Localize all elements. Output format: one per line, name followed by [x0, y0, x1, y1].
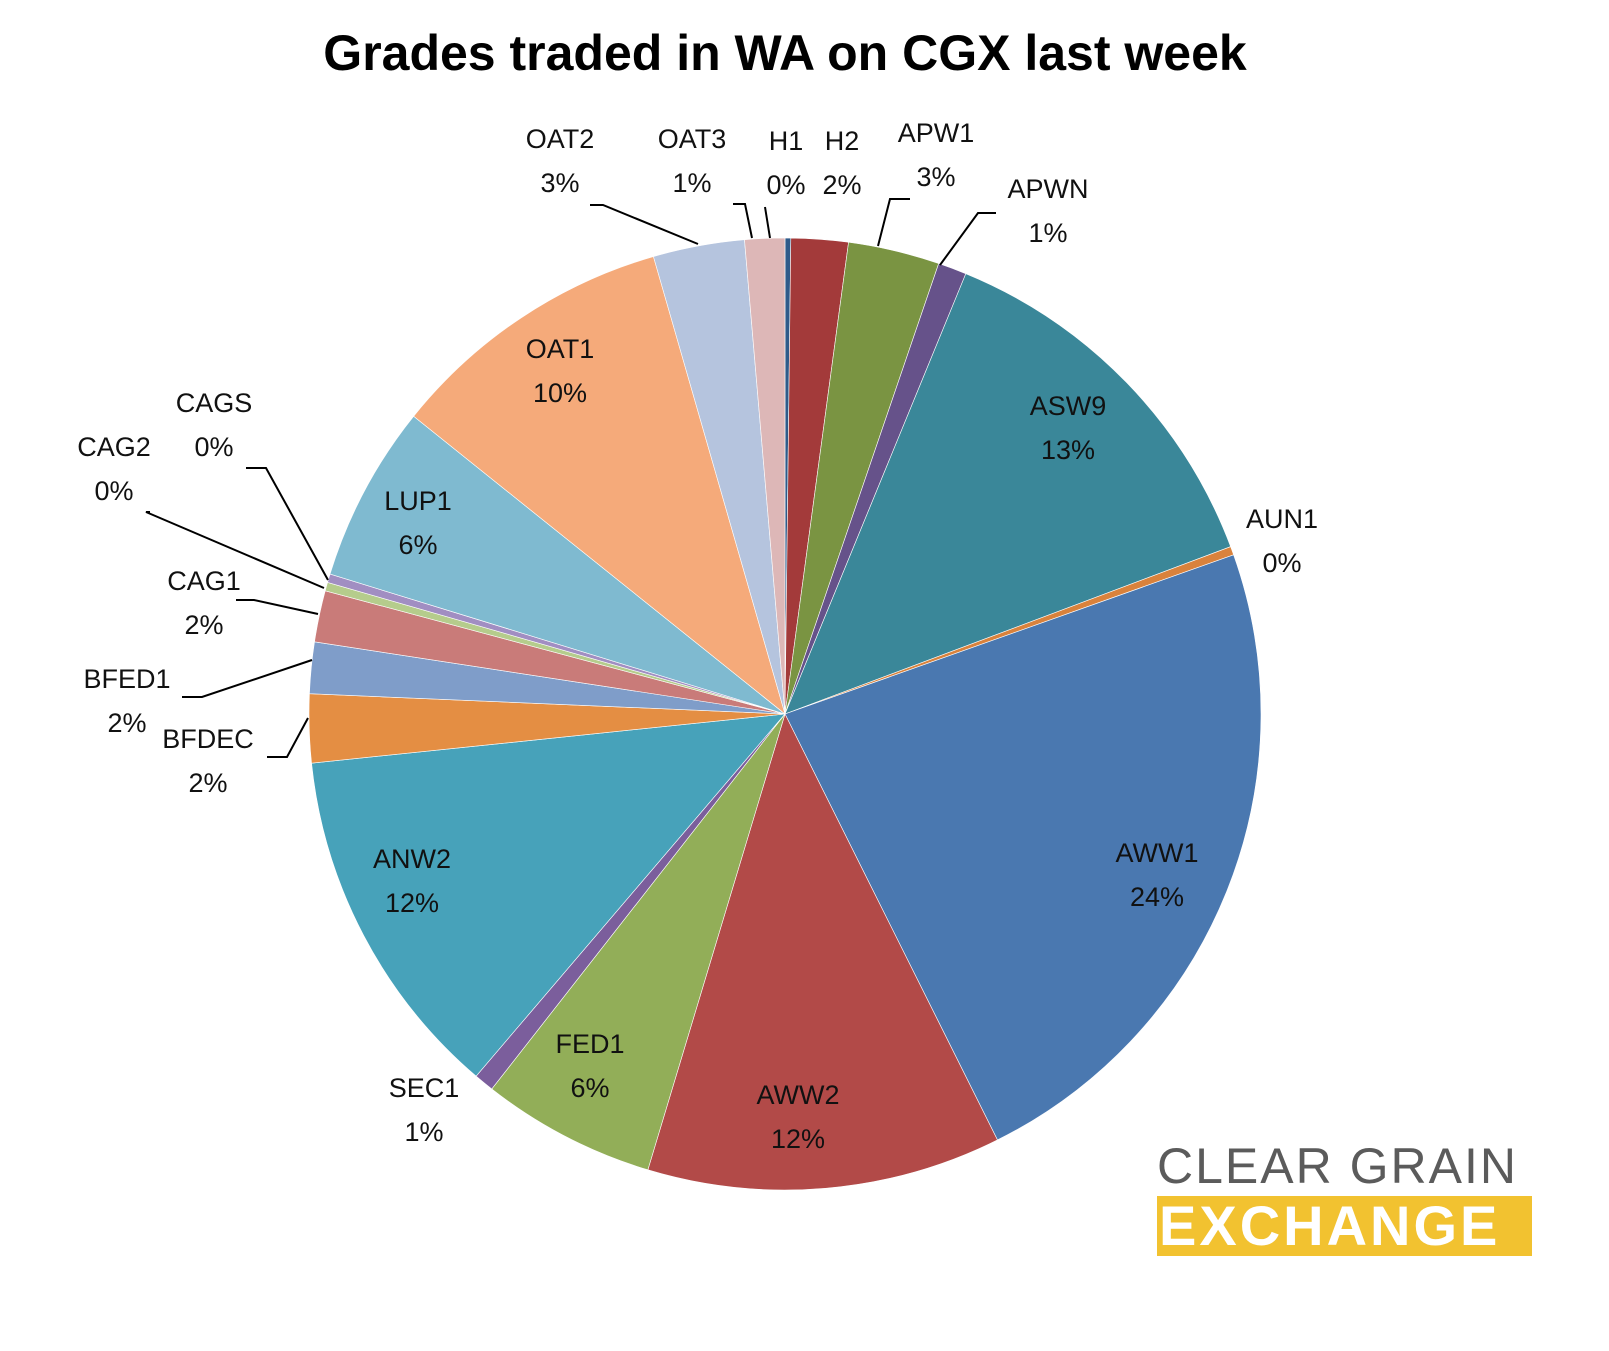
- slice-percent-sec1: 1%: [404, 1117, 443, 1147]
- pie-slice-oat3: [744, 237, 786, 715]
- slice-percent-oat2: 3%: [540, 168, 579, 198]
- slice-label-fed1: FED1: [555, 1029, 624, 1059]
- slice-percent-oat3: 1%: [672, 168, 711, 198]
- slice-percent-h1: 0%: [766, 170, 805, 200]
- slice-percent-aww2: 12%: [771, 1124, 825, 1154]
- slice-percent-anw2: 12%: [385, 888, 439, 918]
- leader-line-oat2: [590, 204, 699, 245]
- slice-percent-lup1: 6%: [398, 530, 437, 560]
- slice-label-apwn: APWN: [1008, 174, 1089, 204]
- slice-percent-cag2: 0%: [94, 476, 133, 506]
- leader-line-cag2: [145, 511, 325, 589]
- pie-slice-oat1: [413, 256, 786, 715]
- slice-percent-apw1: 3%: [916, 162, 955, 192]
- leader-line-apwn: [939, 212, 996, 266]
- leader-line-cags: [246, 467, 329, 581]
- pie-slice-asw9: [784, 273, 1232, 715]
- slice-percent-aww1: 24%: [1130, 882, 1184, 912]
- slice-percent-bfdec: 2%: [188, 768, 227, 798]
- slice-percent-bfed1: 2%: [107, 708, 146, 738]
- pie-slice-aww1: [784, 554, 1262, 1141]
- slice-percent-cags: 0%: [194, 432, 233, 462]
- slice-label-cag1: CAG1: [167, 566, 241, 596]
- slice-label-sec1: SEC1: [389, 1073, 460, 1103]
- leader-line-bfed1: [182, 659, 313, 698]
- slice-label-apw1: APW1: [898, 118, 975, 148]
- slice-label-oat2: OAT2: [526, 124, 595, 154]
- logo-line-2: EXCHANGE: [1157, 1196, 1532, 1256]
- slice-label-oat3: OAT3: [658, 124, 727, 154]
- slice-label-cags: CAGS: [176, 388, 253, 418]
- slice-label-aun1: AUN1: [1246, 504, 1318, 534]
- slice-percent-cag1: 2%: [184, 610, 223, 640]
- slice-label-anw2: ANW2: [373, 844, 451, 874]
- pie-slice-lup1: [329, 415, 786, 715]
- pie-slice-fed1: [491, 713, 786, 1171]
- slice-labels: H1 0% H2 2% APW1 3% APWN 1% ASW9 13% AUN1 0% AWW1 24%…: [77, 118, 1318, 1154]
- slice-label-h2: H2: [825, 126, 860, 156]
- slice-percent-asw9: 13%: [1041, 435, 1095, 465]
- slice-label-oat1: OAT1: [526, 334, 595, 364]
- leader-line-oat3: [733, 203, 753, 239]
- slice-label-h1: H1: [769, 126, 804, 156]
- leader-lines: [145, 198, 996, 758]
- clear-grain-exchange-logo: CLEAR GRAIN EXCHANGE: [1157, 1140, 1532, 1256]
- slice-label-bfdec: BFDEC: [162, 724, 254, 754]
- slice-percent-apwn: 1%: [1028, 218, 1067, 248]
- slice-percent-oat1: 10%: [533, 378, 587, 408]
- slice-label-aww1: AWW1: [1116, 838, 1199, 868]
- leader-line-h1: [764, 206, 771, 239]
- slice-percent-h2: 2%: [822, 170, 861, 200]
- slice-percent-aun1: 0%: [1262, 548, 1301, 578]
- slice-label-bfed1: BFED1: [83, 664, 170, 694]
- pie-slice-anw2: [311, 713, 786, 1077]
- leader-line-bfdec: [267, 717, 309, 758]
- slice-label-lup1: LUP1: [384, 486, 452, 516]
- slice-label-asw9: ASW9: [1030, 391, 1107, 421]
- chart-title: Grades traded in WA on CGX last week: [323, 25, 1247, 81]
- slice-percent-fed1: 6%: [570, 1073, 609, 1103]
- slice-label-aww2: AWW2: [757, 1080, 840, 1110]
- slice-label-cag2: CAG2: [77, 432, 151, 462]
- leader-line-cag1: [236, 599, 319, 615]
- pie-slices: [308, 237, 1262, 1191]
- pie-slice-aww2: [647, 713, 998, 1191]
- logo-line-1: CLEAR GRAIN: [1157, 1138, 1518, 1194]
- leader-line-apw1: [877, 198, 910, 247]
